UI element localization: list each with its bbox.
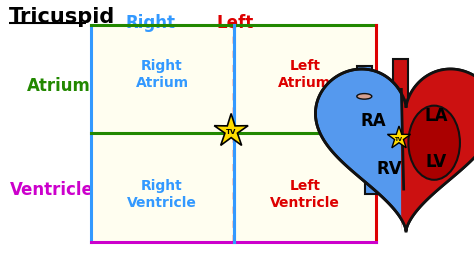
Bar <box>357 67 372 97</box>
Text: TV: TV <box>226 129 237 135</box>
Text: Ventricle: Ventricle <box>10 180 94 198</box>
Ellipse shape <box>409 106 460 180</box>
Polygon shape <box>387 126 410 148</box>
Text: RV: RV <box>377 160 402 178</box>
Text: Right: Right <box>126 14 175 32</box>
Text: LV: LV <box>426 153 447 171</box>
Text: Left: Left <box>216 14 254 32</box>
Bar <box>365 176 379 194</box>
Bar <box>91 25 376 243</box>
Text: Left
Atrium: Left Atrium <box>278 59 331 90</box>
Bar <box>393 60 408 102</box>
Text: Tricuspid: Tricuspid <box>9 7 115 27</box>
Text: Left
Ventricle: Left Ventricle <box>270 178 340 209</box>
Polygon shape <box>401 70 474 231</box>
Text: Atrium: Atrium <box>27 76 91 94</box>
Text: LA: LA <box>425 106 448 124</box>
Bar <box>91 25 234 134</box>
Text: RA: RA <box>360 111 386 129</box>
Text: TV: TV <box>395 136 403 141</box>
Text: Right
Atrium: Right Atrium <box>136 59 189 90</box>
Bar <box>420 98 451 111</box>
Polygon shape <box>214 114 248 146</box>
Ellipse shape <box>357 94 372 100</box>
Polygon shape <box>316 70 474 231</box>
Text: Right
Ventricle: Right Ventricle <box>127 178 197 209</box>
